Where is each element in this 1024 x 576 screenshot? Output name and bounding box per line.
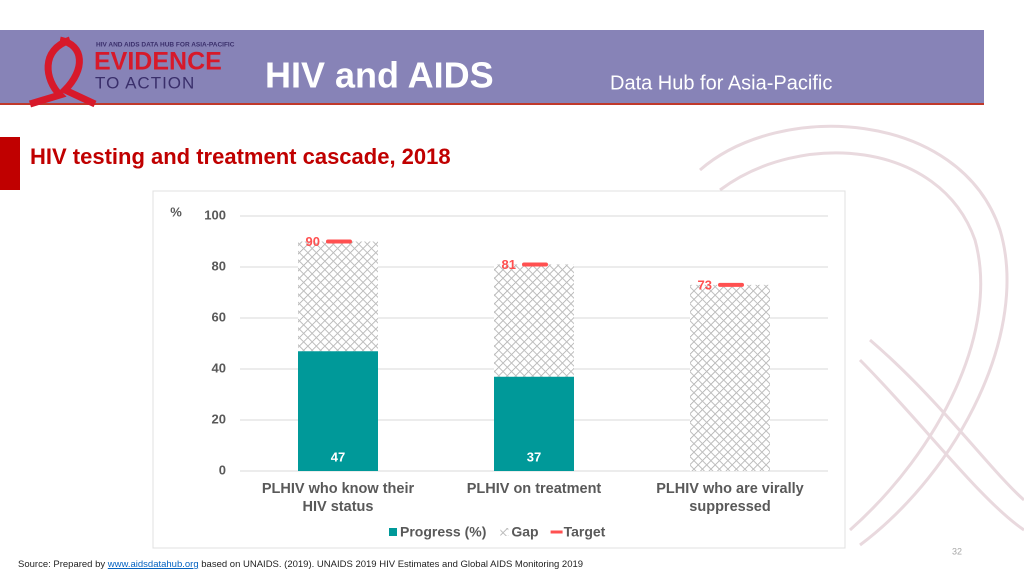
title-marker <box>0 137 20 190</box>
gap-bar <box>690 284 770 471</box>
legend-swatch <box>389 528 397 536</box>
page-number: 32 <box>952 546 962 556</box>
logo: HIV AND AIDS DATA HUB FOR ASIA-PACIFIC E… <box>28 36 235 108</box>
progress-bar <box>298 351 378 471</box>
y-tick-label: 40 <box>212 360 226 375</box>
target-label: 73 <box>698 277 712 292</box>
legend-label: Target <box>564 524 606 540</box>
x-tick-label: PLHIV on treatment <box>466 481 602 497</box>
header-subtitle: Data Hub for Asia-Pacific <box>610 72 832 94</box>
target-label: 90 <box>306 234 320 249</box>
header-title: HIV and AIDS <box>265 55 494 96</box>
legend-swatch <box>500 528 509 536</box>
x-tick-label: PLHIV who are virally suppressed <box>656 481 804 515</box>
source-prefix: Source: Prepared by <box>18 559 106 570</box>
target-label: 81 <box>502 257 516 272</box>
y-tick-label: 60 <box>212 309 226 324</box>
chart-title: HIV testing and treatment cascade, 2018 <box>30 144 451 169</box>
logo-top: HIV AND AIDS DATA HUB FOR ASIA-PACIFIC <box>96 42 235 49</box>
y-tick-label: 20 <box>212 411 226 426</box>
source-suffix: based on UNAIDS. (2019). UNAIDS 2019 HIV… <box>201 559 584 570</box>
y-tick-label: 100 <box>204 207 226 222</box>
value-label: 47 <box>331 449 345 464</box>
logo-main: EVIDENCE <box>94 48 222 76</box>
logo-sub: TO ACTION <box>95 73 195 92</box>
y-tick-label: 0 <box>219 462 226 477</box>
legend-label: Gap <box>511 524 538 540</box>
decoration <box>699 124 1024 547</box>
gap-bar <box>494 264 574 377</box>
header-band <box>0 30 984 104</box>
progress-bar <box>494 376 574 471</box>
y-axis-label: % <box>170 204 182 219</box>
gap-bar <box>298 241 378 352</box>
y-tick-label: 80 <box>212 258 226 273</box>
source: Source: Prepared by www.aidsdatahub.org … <box>18 559 583 570</box>
legend-label: Progress (%) <box>400 524 486 540</box>
source-link[interactable]: www.aidsdatahub.org <box>107 559 199 570</box>
header-rule <box>0 103 984 105</box>
value-label: 37 <box>527 449 541 464</box>
x-tick-label: PLHIV who know their HIV status <box>261 481 415 515</box>
